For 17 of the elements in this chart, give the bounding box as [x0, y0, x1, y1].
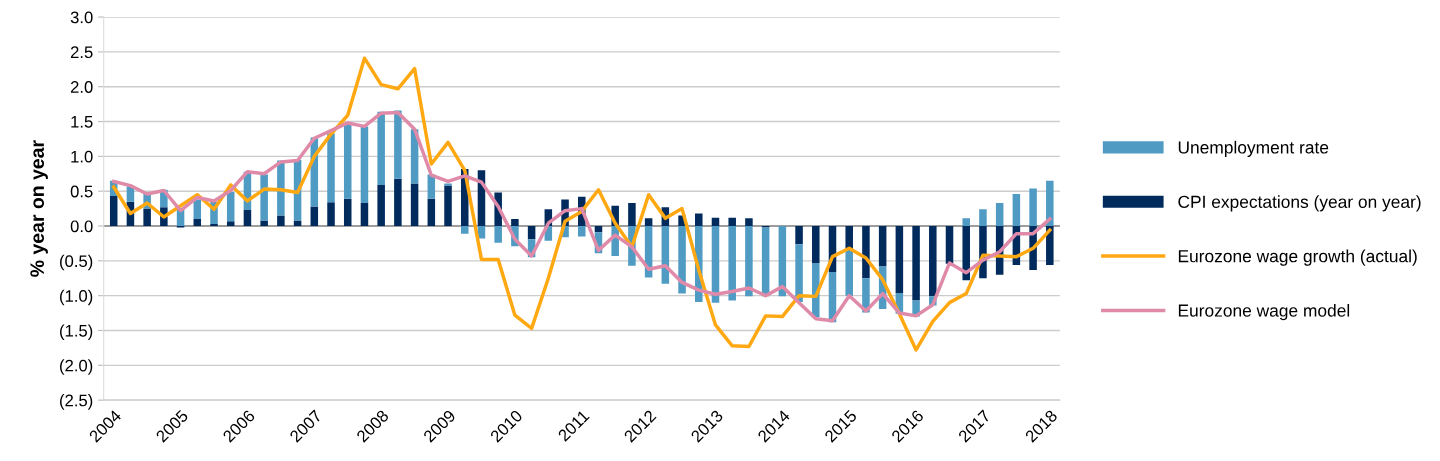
y-tick-label: (2.0): [60, 359, 93, 375]
legend-label: Eurozone wage model: [1178, 303, 1350, 321]
y-tick-label: (2.5): [60, 394, 93, 410]
legend-label: CPI expectations (year on year): [1178, 195, 1421, 212]
y-tick-label: 1.5: [71, 116, 93, 128]
y-tick-label: 0.0: [70, 220, 93, 233]
y-tick-label: 0.5: [70, 185, 93, 198]
legend-label: Unemployment rate: [1178, 140, 1329, 158]
y-tick-label: (0.5): [60, 254, 93, 271]
y-axis-title: % year on year: [30, 140, 48, 277]
y-tick-label: (1.0): [60, 289, 93, 306]
y-tick-label: 2.5: [70, 46, 93, 59]
y-tick-label: 2.0: [70, 81, 93, 93]
y-tick-label: (1.5): [60, 324, 93, 340]
y-tick-label: 1.0: [71, 150, 93, 163]
legend-label: Eurozone wage growth (actual): [1178, 249, 1417, 266]
y-tick-label: 3.0: [70, 11, 93, 24]
